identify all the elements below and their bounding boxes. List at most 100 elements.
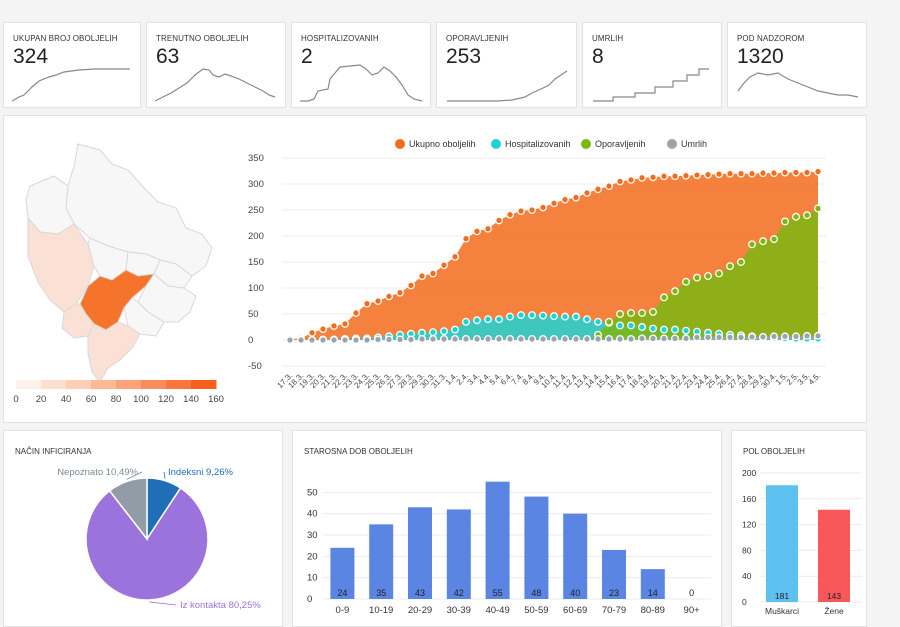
data-point xyxy=(506,335,514,343)
data-point xyxy=(737,333,745,342)
data-point xyxy=(616,335,624,343)
data-point xyxy=(352,309,360,317)
x-tick-label: 60-69 xyxy=(563,605,587,616)
data-point xyxy=(814,331,822,340)
y-tick-label: 0 xyxy=(248,335,253,346)
data-point xyxy=(682,171,690,180)
data-point xyxy=(759,237,767,246)
data-point xyxy=(605,335,613,343)
data-point xyxy=(704,333,712,342)
data-point xyxy=(550,312,558,321)
kpi-sparkline xyxy=(447,70,568,102)
x-tick-label: 50-59 xyxy=(524,605,548,616)
x-tick-label: 0-9 xyxy=(336,605,350,616)
infection-pie-chart: Indeksni 9,26% Iz kontakta 80,25% Nepoznat… xyxy=(57,467,261,611)
data-point xyxy=(594,185,602,194)
data-point xyxy=(572,335,580,343)
data-point xyxy=(660,172,668,181)
data-point xyxy=(517,311,525,319)
age-panel: STAROSNA DOB OBOLJELIH 0 10 20 30 40 50 24 0-9 3… xyxy=(292,430,722,627)
data-point xyxy=(660,334,668,343)
data-point xyxy=(374,297,382,305)
data-point xyxy=(385,335,393,344)
kpi-title: UMRLIH xyxy=(592,34,624,43)
bar-value-label: 23 xyxy=(609,588,619,598)
data-point xyxy=(396,288,404,297)
data-point xyxy=(803,331,811,340)
data-point xyxy=(627,321,635,330)
data-point xyxy=(748,240,756,249)
data-point xyxy=(649,334,657,343)
main-chart-panel: 0 20 40 60 80 100 120 140 160 -50 0 50 100 150 200 250… xyxy=(3,115,867,423)
data-point xyxy=(429,328,437,337)
montenegro-map[interactable] xyxy=(8,136,228,391)
legend-swatch xyxy=(16,380,42,389)
kpi-title: UKUPAN BROJ OBOLJELIH xyxy=(13,34,118,43)
data-point xyxy=(770,235,778,244)
bar-value-label: 0 xyxy=(689,588,694,598)
data-point xyxy=(495,335,503,343)
kpi-title: POD NADZOROM xyxy=(737,34,805,43)
bar-value-label: 181 xyxy=(775,591,789,601)
y-tick-label: 40 xyxy=(742,571,752,581)
area-series xyxy=(290,208,818,340)
y-tick-label: 0 xyxy=(742,597,747,607)
bar-value-label: 35 xyxy=(376,588,386,598)
legend-tick-label: 40 xyxy=(61,394,72,405)
data-point xyxy=(330,336,338,344)
data-point xyxy=(319,336,327,344)
y-tick-label: 50 xyxy=(307,487,318,498)
data-point xyxy=(407,281,415,290)
age-bar xyxy=(408,507,432,599)
y-tick-label: 150 xyxy=(248,257,264,268)
kpi-title: OPORAVLJENIH xyxy=(446,34,509,43)
map-region xyxy=(87,321,141,383)
data-point xyxy=(638,334,646,343)
kpi-card-total: UKUPAN BROJ OBOLJELIH 324 xyxy=(3,22,141,108)
data-point xyxy=(539,203,547,212)
legend-swatch xyxy=(141,380,167,389)
age-bar xyxy=(602,549,626,599)
data-point xyxy=(759,169,767,178)
x-tick-label: Žene xyxy=(824,606,844,616)
data-point xyxy=(473,316,481,325)
panel-title: STAROSNA DOB OBOLJELIH xyxy=(304,447,413,456)
data-point xyxy=(517,207,525,215)
legend-tick-label: 0 xyxy=(13,394,18,405)
x-tick-label: 4.5. xyxy=(807,371,823,387)
data-point xyxy=(715,269,723,278)
data-point xyxy=(814,204,822,213)
legend-marker xyxy=(395,139,405,149)
y-tick-label: 10 xyxy=(307,573,318,584)
data-point xyxy=(638,309,646,317)
legend-swatch xyxy=(91,380,117,389)
sex-bar xyxy=(766,485,798,602)
y-tick-label: 50 xyxy=(248,309,259,320)
data-point xyxy=(561,335,569,343)
y-tick-label: 200 xyxy=(742,468,756,478)
kpi-value: 63 xyxy=(156,45,180,68)
data-point xyxy=(594,317,602,326)
data-point xyxy=(748,169,756,178)
x-tick-label: 40-49 xyxy=(485,605,509,616)
data-point xyxy=(550,199,558,208)
data-point xyxy=(594,335,602,343)
data-point xyxy=(528,206,536,214)
data-point xyxy=(451,325,459,334)
map-legend: 0 20 40 60 80 100 120 140 160 xyxy=(13,380,224,405)
sex-bar-chart: 0 40 80 120 160 200 181 Muškarci 143 Žene xyxy=(742,468,862,616)
data-point xyxy=(638,323,646,331)
data-point xyxy=(418,272,426,280)
data-point xyxy=(737,258,745,266)
y-tick-label: 20 xyxy=(307,551,318,562)
data-point xyxy=(627,175,635,184)
age-bar xyxy=(485,481,510,599)
data-point xyxy=(374,335,382,344)
x-tick-label: 80-89 xyxy=(641,605,665,616)
bar-value-label: 48 xyxy=(531,588,541,598)
legend-marker xyxy=(667,139,677,149)
y-tick-label: 80 xyxy=(742,545,752,555)
sex-bar xyxy=(818,509,850,602)
sex-panel: POL OBOLJELIH 0 40 80 120 160 200 181 Muškarci 1… xyxy=(731,430,867,627)
legend-swatch xyxy=(191,380,217,389)
